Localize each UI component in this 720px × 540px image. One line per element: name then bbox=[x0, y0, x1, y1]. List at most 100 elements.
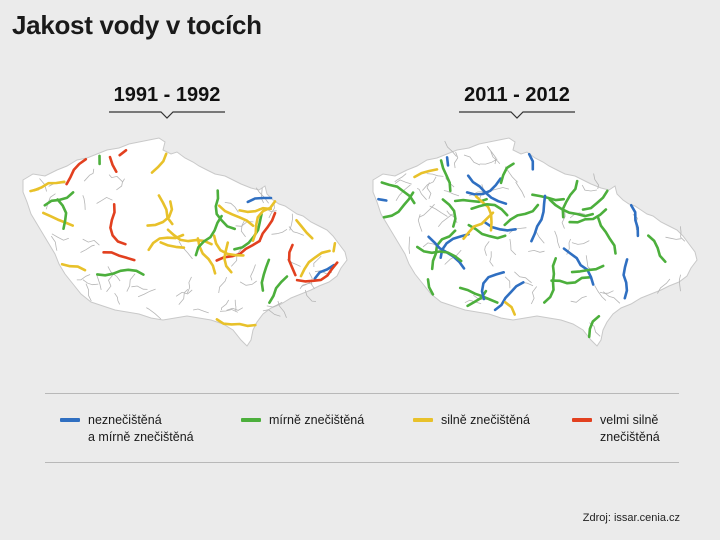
minor-stream bbox=[486, 146, 497, 165]
river-segment bbox=[462, 211, 495, 240]
river-segment bbox=[474, 195, 493, 232]
minor-stream bbox=[260, 187, 264, 204]
source-note: Zdroj: issar.cenia.cz bbox=[582, 512, 680, 524]
minor-stream bbox=[422, 176, 437, 191]
minor-stream bbox=[570, 295, 587, 303]
river-segment bbox=[647, 234, 667, 263]
river-segment bbox=[260, 258, 271, 292]
minor-stream bbox=[45, 193, 56, 210]
minor-stream bbox=[106, 275, 113, 292]
river-segment bbox=[480, 271, 505, 301]
minor-stream bbox=[585, 255, 592, 271]
legend-label-very-heavy-2: znečištěná bbox=[600, 430, 660, 444]
minor-stream bbox=[594, 285, 607, 301]
minor-stream bbox=[437, 213, 453, 228]
minor-stream bbox=[593, 173, 600, 190]
river-segment bbox=[65, 158, 88, 186]
minor-stream bbox=[313, 255, 322, 268]
legend-item-heavy: silně znečištěná bbox=[413, 412, 530, 429]
river-segment bbox=[503, 203, 540, 227]
river-segment bbox=[380, 181, 416, 205]
country-outline bbox=[372, 137, 698, 347]
minor-stream bbox=[178, 240, 193, 260]
river-segment bbox=[587, 315, 601, 339]
minor-stream bbox=[561, 210, 566, 229]
river-segment bbox=[42, 211, 74, 227]
minor-stream bbox=[235, 221, 254, 227]
minor-stream bbox=[554, 230, 561, 249]
minor-stream bbox=[443, 190, 460, 197]
minor-stream bbox=[76, 274, 91, 281]
river-segment bbox=[29, 187, 40, 193]
minor-stream bbox=[82, 279, 99, 286]
minor-stream bbox=[50, 235, 58, 251]
minor-stream bbox=[394, 179, 412, 185]
legend-item-clean: neznečištěná a mírně znečištěná bbox=[60, 412, 194, 446]
river-segment bbox=[413, 168, 439, 179]
minor-stream bbox=[509, 238, 517, 256]
river-segment bbox=[470, 203, 509, 217]
minor-stream bbox=[226, 307, 244, 311]
river-segment bbox=[108, 155, 118, 173]
legend-label-very-heavy-1: velmi silně bbox=[600, 413, 659, 427]
minor-stream bbox=[96, 196, 113, 204]
river-segment bbox=[217, 204, 255, 228]
river-segment bbox=[531, 193, 565, 202]
river-segment bbox=[214, 189, 236, 231]
river-segment bbox=[109, 203, 127, 246]
minor-stream bbox=[528, 249, 545, 253]
river-segment bbox=[484, 221, 517, 232]
minor-stream bbox=[178, 289, 189, 305]
river-segment bbox=[147, 233, 185, 252]
minor-stream bbox=[515, 181, 526, 198]
minor-stream bbox=[234, 299, 237, 312]
river-segment bbox=[96, 268, 145, 277]
legend-label-clean-2: a mírně znečištěná bbox=[88, 430, 194, 444]
period-underline-1 bbox=[109, 111, 225, 119]
minor-stream bbox=[266, 301, 283, 308]
minor-stream bbox=[408, 236, 411, 254]
minor-stream bbox=[186, 276, 192, 294]
minor-stream bbox=[678, 274, 681, 292]
river-segment bbox=[527, 152, 535, 171]
minor-stream bbox=[239, 280, 257, 286]
minor-stream bbox=[490, 150, 501, 165]
river-segment bbox=[159, 241, 186, 249]
minor-stream bbox=[137, 288, 156, 298]
river-segment bbox=[118, 149, 128, 157]
minor-stream bbox=[231, 248, 242, 267]
legend-item-very-heavy: velmi silně znečištěná bbox=[572, 412, 660, 446]
minor-stream bbox=[429, 205, 448, 217]
minor-stream bbox=[484, 241, 490, 256]
legend-swatch-heavy bbox=[413, 418, 433, 422]
minor-stream bbox=[464, 299, 482, 305]
minor-stream bbox=[304, 289, 317, 302]
river-segment bbox=[295, 219, 314, 240]
river-segment bbox=[465, 177, 502, 196]
river-segment bbox=[597, 216, 617, 255]
minor-stream bbox=[665, 236, 682, 240]
minor-stream bbox=[175, 289, 193, 297]
minor-stream bbox=[80, 244, 95, 253]
minor-stream bbox=[131, 285, 148, 290]
river-segment bbox=[458, 286, 499, 304]
legend-swatch-very-heavy bbox=[572, 418, 592, 422]
river-segment bbox=[467, 223, 507, 240]
minor-stream bbox=[514, 271, 532, 284]
river-segment bbox=[102, 251, 136, 262]
river-segment bbox=[530, 194, 547, 243]
period-label-1991: 1991 - 1992 bbox=[113, 84, 221, 106]
minor-stream bbox=[508, 227, 527, 234]
minor-stream bbox=[289, 213, 293, 231]
minor-stream bbox=[602, 291, 621, 304]
legend-item-mild: mírně znečištěná bbox=[241, 412, 364, 429]
country-outline bbox=[22, 137, 348, 347]
minor-stream bbox=[240, 219, 246, 238]
river-map-2011 bbox=[372, 137, 698, 347]
legend-divider-bottom bbox=[45, 462, 679, 463]
legend-swatch-mild bbox=[241, 418, 261, 422]
minor-stream bbox=[95, 273, 102, 290]
period-label-2011: 2011 - 2012 bbox=[464, 84, 570, 106]
minor-stream bbox=[288, 226, 304, 236]
minor-stream bbox=[490, 187, 510, 191]
